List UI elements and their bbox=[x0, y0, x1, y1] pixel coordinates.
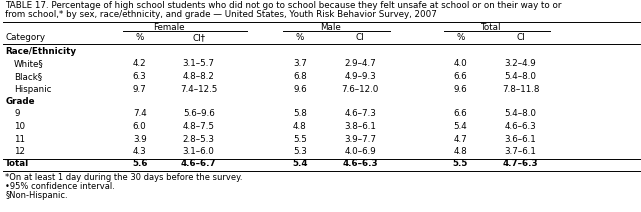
Text: 7.6–12.0: 7.6–12.0 bbox=[342, 85, 379, 93]
Text: 9.7: 9.7 bbox=[133, 85, 147, 93]
Text: 9: 9 bbox=[14, 110, 20, 119]
Text: Female: Female bbox=[153, 23, 185, 32]
Text: CI: CI bbox=[356, 33, 365, 42]
Text: 4.3: 4.3 bbox=[133, 147, 147, 156]
Text: Grade: Grade bbox=[5, 97, 35, 106]
Text: •95% confidence interval.: •95% confidence interval. bbox=[5, 182, 115, 191]
Text: %: % bbox=[456, 33, 465, 42]
Text: 4.7: 4.7 bbox=[453, 134, 467, 144]
Text: §Non-Hispanic.: §Non-Hispanic. bbox=[5, 191, 68, 200]
Text: Category: Category bbox=[5, 33, 45, 42]
Text: 5.6: 5.6 bbox=[132, 159, 147, 169]
Text: 9.6: 9.6 bbox=[293, 85, 307, 93]
Text: 4.8–7.5: 4.8–7.5 bbox=[183, 122, 215, 131]
Text: 7.4–12.5: 7.4–12.5 bbox=[180, 85, 217, 93]
Text: 6.6: 6.6 bbox=[453, 110, 467, 119]
Text: 4.6–6.3: 4.6–6.3 bbox=[342, 159, 378, 169]
Text: 6.8: 6.8 bbox=[293, 72, 307, 81]
Text: 3.7: 3.7 bbox=[293, 60, 307, 68]
Text: 3.9: 3.9 bbox=[133, 134, 147, 144]
Text: 5.4–8.0: 5.4–8.0 bbox=[504, 72, 537, 81]
Text: 4.0–6.9: 4.0–6.9 bbox=[344, 147, 376, 156]
Text: 4.6–6.7: 4.6–6.7 bbox=[181, 159, 217, 169]
Text: CI†: CI† bbox=[192, 33, 205, 42]
Text: 4.8: 4.8 bbox=[293, 122, 307, 131]
Text: 7.4: 7.4 bbox=[133, 110, 147, 119]
Text: 3.2–4.9: 3.2–4.9 bbox=[504, 60, 537, 68]
Text: 4.2: 4.2 bbox=[133, 60, 147, 68]
Text: Black§: Black§ bbox=[14, 72, 42, 81]
Text: Total: Total bbox=[480, 23, 501, 32]
Text: 6.0: 6.0 bbox=[133, 122, 147, 131]
Text: 4.0: 4.0 bbox=[453, 60, 467, 68]
Text: 6.6: 6.6 bbox=[453, 72, 467, 81]
Text: from school,* by sex, race/ethnicity, and grade — United States, Youth Risk Beha: from school,* by sex, race/ethnicity, an… bbox=[5, 10, 437, 19]
Text: 3.8–6.1: 3.8–6.1 bbox=[344, 122, 376, 131]
Text: 5.4–8.0: 5.4–8.0 bbox=[504, 110, 537, 119]
Text: Total: Total bbox=[5, 159, 29, 169]
Text: 4.6–6.3: 4.6–6.3 bbox=[504, 122, 537, 131]
Text: TABLE 17. Percentage of high school students who did not go to school because th: TABLE 17. Percentage of high school stud… bbox=[5, 1, 562, 10]
Text: 3.7–6.1: 3.7–6.1 bbox=[504, 147, 537, 156]
Text: 5.6–9.6: 5.6–9.6 bbox=[183, 110, 215, 119]
Text: 3.9–7.7: 3.9–7.7 bbox=[344, 134, 376, 144]
Text: Hispanic: Hispanic bbox=[14, 85, 52, 93]
Text: *On at least 1 day during the 30 days before the survey.: *On at least 1 day during the 30 days be… bbox=[5, 173, 243, 182]
Text: 3.1–5.7: 3.1–5.7 bbox=[183, 60, 215, 68]
Text: 5.4: 5.4 bbox=[453, 122, 467, 131]
Text: 9.6: 9.6 bbox=[453, 85, 467, 93]
Text: 7.8–11.8: 7.8–11.8 bbox=[502, 85, 539, 93]
Text: 3.6–6.1: 3.6–6.1 bbox=[504, 134, 537, 144]
Text: 5.4: 5.4 bbox=[292, 159, 308, 169]
Text: 6.3: 6.3 bbox=[133, 72, 147, 81]
Text: 4.8: 4.8 bbox=[453, 147, 467, 156]
Text: %: % bbox=[296, 33, 304, 42]
Text: 4.8–8.2: 4.8–8.2 bbox=[183, 72, 215, 81]
Text: 5.5: 5.5 bbox=[453, 159, 468, 169]
Text: 5.5: 5.5 bbox=[293, 134, 307, 144]
Text: 5.8: 5.8 bbox=[293, 110, 307, 119]
Text: Race/Ethnicity: Race/Ethnicity bbox=[5, 47, 76, 56]
Text: 4.9–9.3: 4.9–9.3 bbox=[344, 72, 376, 81]
Text: CI: CI bbox=[516, 33, 525, 42]
Text: 4.6–7.3: 4.6–7.3 bbox=[344, 110, 376, 119]
Text: 10: 10 bbox=[14, 122, 25, 131]
Text: %: % bbox=[135, 33, 144, 42]
Text: 12: 12 bbox=[14, 147, 25, 156]
Text: White§: White§ bbox=[14, 60, 44, 68]
Text: 5.3: 5.3 bbox=[293, 147, 307, 156]
Text: 2.8–5.3: 2.8–5.3 bbox=[183, 134, 215, 144]
Text: 2.9–4.7: 2.9–4.7 bbox=[344, 60, 376, 68]
Text: 3.1–6.0: 3.1–6.0 bbox=[183, 147, 215, 156]
Text: Male: Male bbox=[320, 23, 340, 32]
Text: 11: 11 bbox=[14, 134, 25, 144]
Text: 4.7–6.3: 4.7–6.3 bbox=[503, 159, 538, 169]
